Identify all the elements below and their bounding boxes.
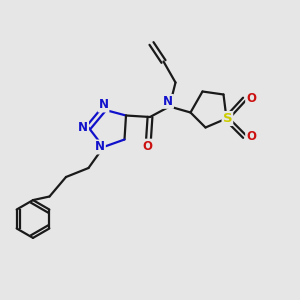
Text: O: O [246, 130, 256, 143]
Text: O: O [246, 92, 256, 106]
Text: S: S [223, 112, 232, 125]
Text: N: N [163, 95, 173, 108]
Text: N: N [98, 98, 109, 112]
Text: N: N [95, 140, 105, 154]
Text: O: O [142, 140, 152, 153]
Text: N: N [78, 121, 88, 134]
